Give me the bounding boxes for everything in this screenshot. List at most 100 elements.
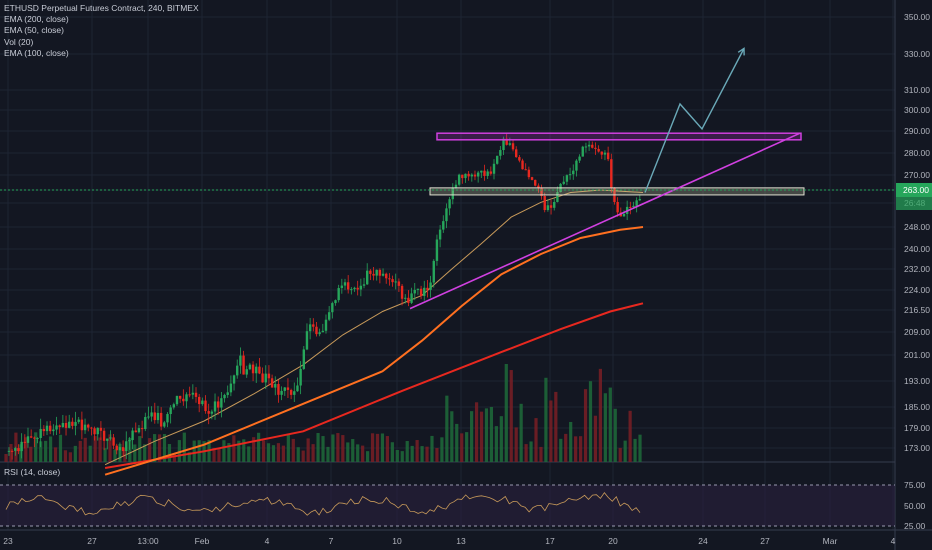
x-tick-label: Feb [195,536,210,546]
candle-body [438,229,442,240]
volume-bar [361,445,365,462]
candle-body [226,392,229,395]
candle-body [410,293,413,303]
candle-body [58,425,61,428]
volume-bar [63,450,68,462]
rsi-tick-label: 75.00 [904,480,926,490]
legend-ema100: EMA (100, close) [4,47,69,58]
volume-bar [291,438,295,462]
legend-vol: Vol (20) [4,36,34,47]
candle-body [327,312,331,320]
candle-body [207,411,210,414]
candle-body [600,151,603,155]
volume-bar [34,432,38,462]
candle-body [416,288,420,290]
volume-bar [266,443,271,462]
volume-bar [98,437,102,462]
volume-bar [316,433,320,462]
volume-bar [524,444,528,462]
candle-body [64,422,68,428]
candle-body [442,221,445,230]
candle-body [572,170,575,175]
candle-body [77,419,80,422]
candle-body [175,395,179,405]
volume-bar [68,452,72,462]
volume-bar [4,454,8,462]
candle-body [194,392,198,397]
candle-body [147,416,150,418]
candle-body [305,331,309,350]
candle-body [518,157,521,161]
candle-body [299,368,302,386]
support-zone [429,187,805,196]
volume-bar [430,435,434,462]
y-tick-label: 240.00 [904,244,930,254]
volume-bar [14,432,18,462]
volume-bar [306,438,310,462]
y-tick-label: 224.00 [904,285,930,295]
candle-body [220,398,223,408]
volume-bar [474,402,479,462]
candle-body [236,365,239,376]
candle-body [312,324,315,327]
candle-body [229,383,233,393]
candle-body [540,188,543,196]
volume-bar [470,411,474,462]
candle-body [17,448,20,452]
volume-bar [103,448,107,462]
y-tick-label: 248.00 [904,222,930,232]
volume-bar [53,447,58,462]
y-tick-label: 201.00 [904,350,930,360]
x-tick-label: 20 [608,536,618,546]
volume-bar [618,447,622,462]
volume-bar [44,440,48,462]
volume-bar [638,434,642,462]
chart-title: ETHUSD Perpetual Futures Contract, 240, … [4,3,199,13]
volume-bar [504,363,508,462]
candle-body [473,174,477,177]
candle-body [581,146,584,157]
candle-body [93,428,96,435]
current-price-box [896,183,932,197]
candle-body [397,281,401,286]
candle-body [451,188,454,200]
candle-body [7,450,11,452]
y-tick-label: 350.00 [904,12,930,22]
candle-body [508,143,512,145]
volume-bar [509,370,513,462]
candle-body [251,364,255,374]
y-tick-label: 290.00 [904,126,930,136]
volume-bar [455,423,459,462]
volume-bar [395,449,399,462]
candle-body [87,424,90,428]
candle-body [90,427,93,429]
candle-body [527,169,531,178]
y-tick-label: 209.00 [904,327,930,337]
volume-bar [564,433,568,462]
candle-body [635,200,638,206]
candle-body [448,199,451,209]
y-tick-label: 173.00 [904,443,930,453]
volume-bar [276,443,281,462]
candle-body [68,421,71,428]
candle-body [556,192,559,202]
candle-body [61,422,65,428]
y-tick-label: 179.00 [904,423,930,433]
volume-bar [460,433,464,462]
volume-bar [385,436,390,462]
candle-body [213,401,217,412]
x-tick-label: 27 [87,536,97,546]
candle-body [423,287,426,296]
candle-body [575,160,578,171]
candle-body [172,404,176,408]
volume-bar [39,441,43,462]
volume-bar [222,440,226,462]
volume-bar [341,435,345,462]
rsi-line [5,492,641,516]
volume-bar [19,444,23,462]
candle-body [308,324,312,332]
volume-bar [578,436,583,462]
candle-body [324,319,328,331]
candle-body [375,269,378,276]
